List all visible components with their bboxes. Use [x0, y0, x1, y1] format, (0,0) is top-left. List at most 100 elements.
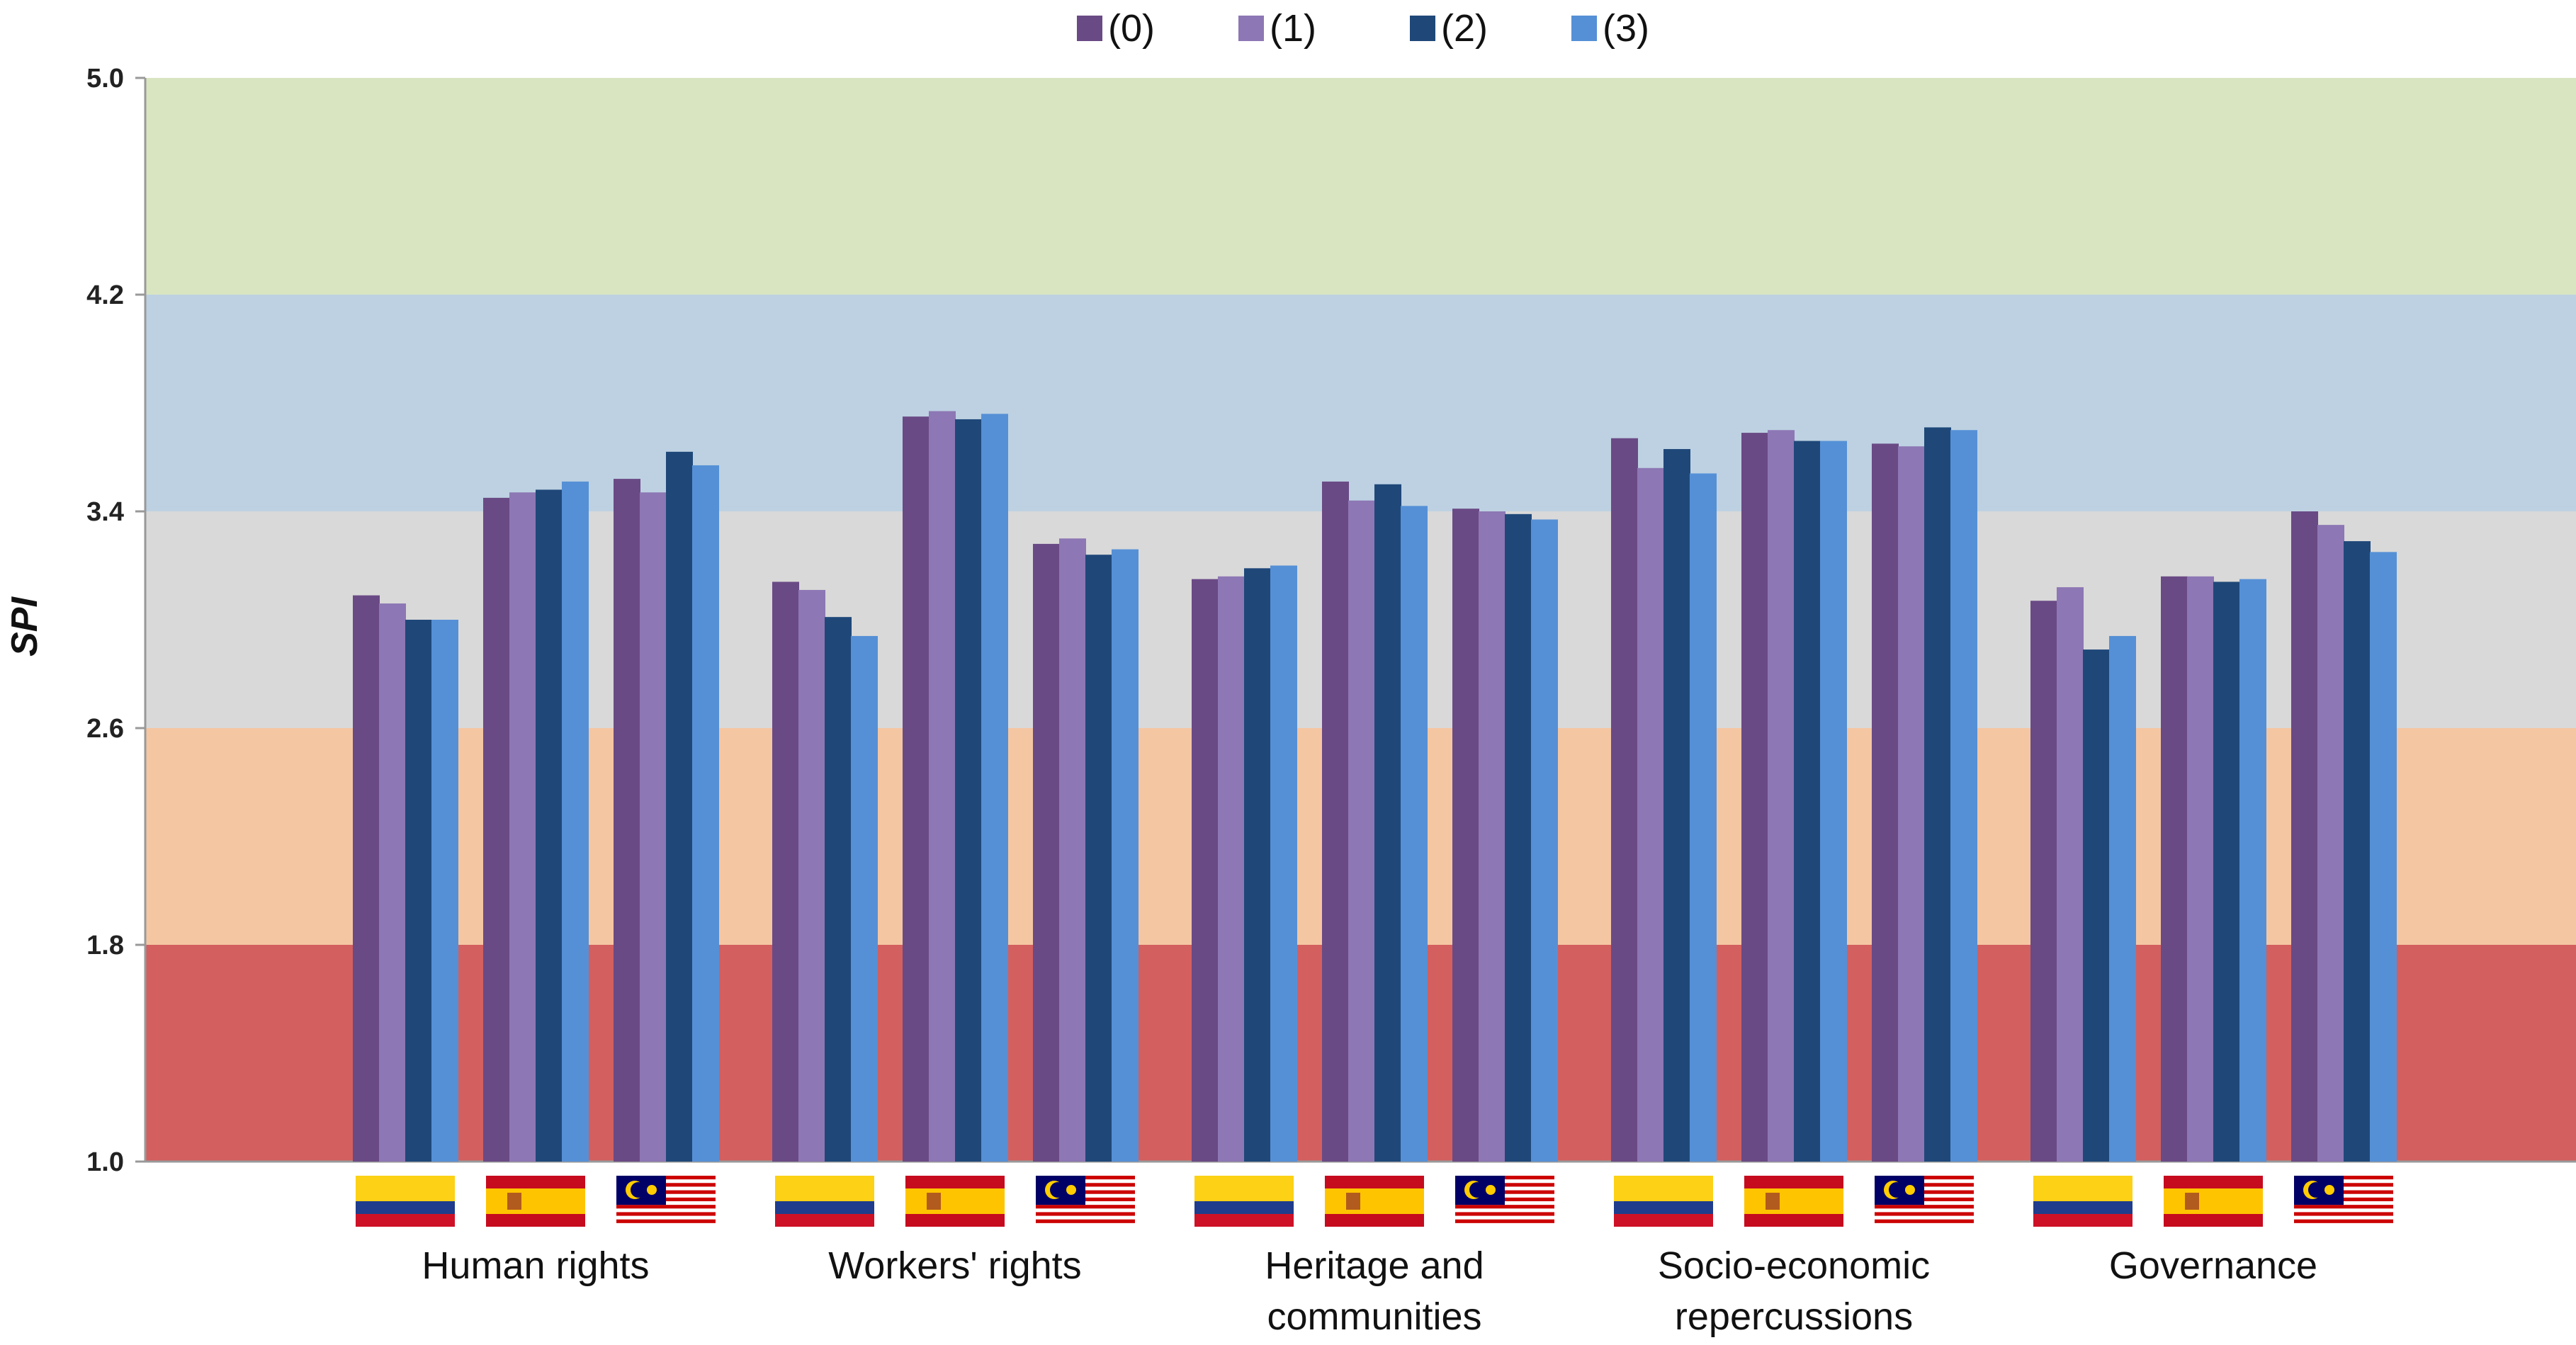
bar-0: [1741, 433, 1768, 1162]
bar-3: [1820, 441, 1847, 1162]
flag-stripe: [1875, 1205, 1974, 1209]
flag-stripe: [1875, 1208, 1974, 1213]
flag-yellow-stripe: [356, 1176, 455, 1201]
flag-stripe: [616, 1208, 716, 1213]
legend[interactable]: (0) (1) (2) (3): [1077, 7, 1649, 50]
flag-stripe: [1455, 1208, 1554, 1213]
colombia-flag: [1194, 1176, 1294, 1227]
bar-3: [1531, 519, 1558, 1162]
bar-1: [1059, 538, 1086, 1162]
bar-0: [1611, 438, 1638, 1162]
flag-coat-of-arms: [1346, 1193, 1360, 1210]
flag-crescent-cut: [1469, 1182, 1485, 1198]
bar-3: [2109, 635, 2136, 1162]
flag-stripe: [1455, 1219, 1554, 1224]
bar-2: [1244, 568, 1271, 1162]
legend-item-0[interactable]: (0): [1077, 7, 1155, 50]
flag-stripe: [1875, 1222, 1974, 1227]
bar-0: [353, 595, 380, 1162]
flag-yellow-band: [1325, 1188, 1424, 1214]
bar-0: [483, 497, 510, 1162]
category-label: communities: [1267, 1295, 1481, 1338]
legend-item-1[interactable]: (1): [1238, 7, 1316, 50]
bar-0: [614, 479, 640, 1162]
bar-1: [1218, 576, 1245, 1162]
flag-yellow-band: [486, 1188, 585, 1214]
flag-stripe: [1875, 1212, 1974, 1217]
flag-stripe: [616, 1219, 716, 1224]
legend-label: (1): [1270, 7, 1316, 50]
flag-red-stripe: [775, 1214, 874, 1227]
bar-1: [1479, 511, 1506, 1162]
legend-label: (0): [1108, 7, 1155, 50]
band-4: [145, 78, 2576, 295]
bar-0: [903, 416, 930, 1162]
flag-stripe: [2294, 1215, 2393, 1220]
bar-2: [1794, 441, 1821, 1162]
country-flags: [356, 1176, 2393, 1227]
legend-item-3[interactable]: (3): [1571, 7, 1649, 50]
y-axis-label: SPI: [4, 596, 45, 657]
flag-crescent-cut: [1889, 1182, 1904, 1198]
flag-stripe: [1036, 1205, 1135, 1209]
flag-red-stripe: [2033, 1214, 2132, 1227]
flag-stripe: [1036, 1215, 1135, 1220]
bar-1: [1637, 467, 1664, 1162]
bar-0: [1322, 481, 1349, 1162]
flag-blue-stripe: [2033, 1201, 2132, 1214]
y-tick-label: 5.0: [86, 64, 124, 93]
y-tick-label: 3.4: [86, 497, 124, 527]
bar-3: [981, 414, 1008, 1162]
bar-3: [851, 635, 878, 1162]
flag-stripe: [2294, 1222, 2393, 1227]
bar-1: [929, 411, 956, 1162]
flag-stripe: [2294, 1208, 2393, 1213]
flag-crescent-cut: [631, 1182, 646, 1198]
bar-2: [825, 617, 852, 1162]
flag-stripe: [1036, 1212, 1135, 1217]
bar-0: [772, 581, 799, 1162]
flag-yellow-band: [1744, 1188, 1843, 1214]
bar-0: [1033, 543, 1060, 1162]
spain-flag: [1744, 1176, 1843, 1227]
y-tick-label: 1.8: [86, 931, 124, 960]
bar-0: [2161, 576, 2188, 1162]
flag-stripe: [1455, 1222, 1554, 1227]
bar-3: [1950, 430, 1977, 1162]
flag-stripe: [2294, 1205, 2393, 1209]
bar-2: [1505, 513, 1532, 1162]
flag-red-stripe: [356, 1214, 455, 1227]
y-tick-label: 4.2: [86, 280, 124, 310]
bar-1: [640, 492, 667, 1162]
bar-2: [2213, 581, 2240, 1162]
legend-swatch: [1077, 16, 1102, 41]
bar-1: [1348, 500, 1375, 1162]
flag-coat-of-arms: [927, 1193, 941, 1210]
flag-yellow-stripe: [1614, 1176, 1713, 1201]
bar-3: [562, 481, 589, 1162]
bar-1: [2057, 587, 2084, 1162]
flag-crescent-cut: [1050, 1182, 1066, 1198]
category-labels: Human rights Workers' rights Heritage and c…: [422, 1244, 2317, 1338]
flag-stripe: [616, 1215, 716, 1220]
flag-coat-of-arms: [507, 1193, 521, 1210]
category-label: Workers' rights: [828, 1244, 1081, 1287]
bar-2: [536, 489, 563, 1162]
bar-0: [1192, 579, 1219, 1162]
flag-stripe: [616, 1222, 716, 1227]
band-3: [145, 295, 2576, 511]
spain-flag: [1325, 1176, 1424, 1227]
flag-blue-stripe: [1194, 1201, 1294, 1214]
bar-3: [1270, 565, 1297, 1162]
bar-1: [379, 603, 406, 1162]
spain-flag: [486, 1176, 585, 1227]
y-tick-label: 2.6: [86, 714, 124, 744]
malaysia-flag: [1455, 1176, 1554, 1227]
category-label: Heritage and: [1265, 1244, 1484, 1287]
colombia-flag: [356, 1176, 455, 1227]
legend-item-2[interactable]: (2): [1410, 7, 1488, 50]
bar-1: [1898, 446, 1925, 1162]
flag-crescent-cut: [2308, 1182, 2324, 1198]
bars: [353, 411, 2397, 1162]
